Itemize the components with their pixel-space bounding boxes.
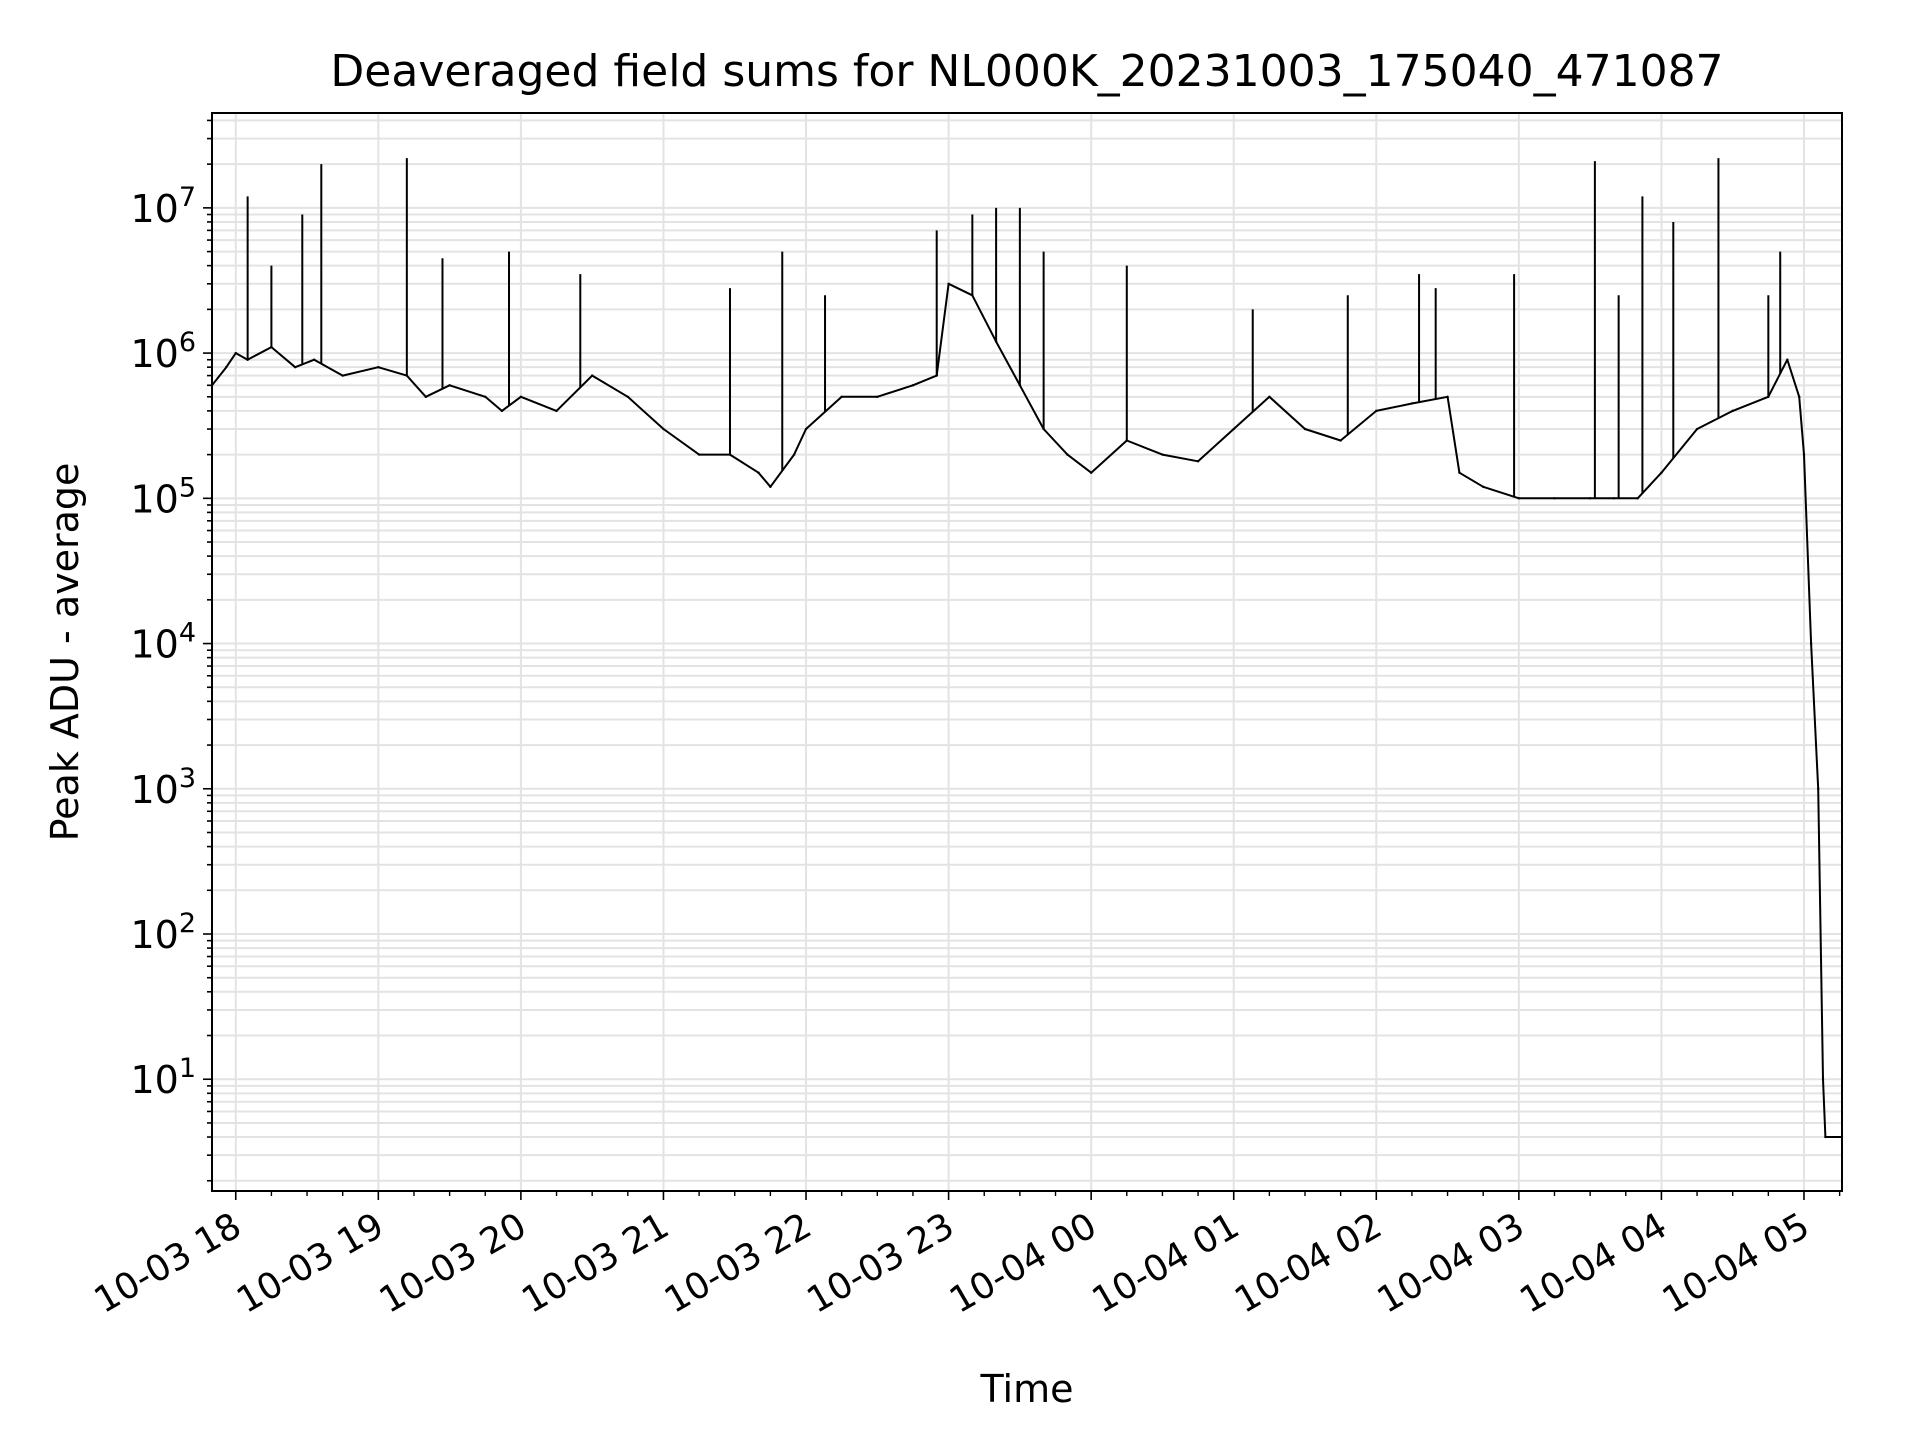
series-point bbox=[1798, 395, 1801, 399]
y-tick-label: 102 bbox=[130, 908, 196, 957]
y-tick-label: 103 bbox=[130, 763, 196, 812]
series-point bbox=[1817, 787, 1820, 790]
y-axis-label: Peak ADU - average bbox=[43, 463, 87, 842]
series-point bbox=[312, 358, 316, 361]
series-point bbox=[804, 427, 808, 431]
series-point bbox=[876, 395, 879, 399]
series-point bbox=[1802, 453, 1806, 456]
series-point bbox=[947, 282, 950, 286]
series-point bbox=[1089, 471, 1093, 474]
series-point bbox=[1824, 1135, 1827, 1139]
y-tick-label: 105 bbox=[130, 472, 196, 521]
series-point bbox=[1410, 402, 1414, 405]
chart-title: Deaveraged field sums for NL000K_2023100… bbox=[330, 46, 1723, 97]
series-point bbox=[1303, 427, 1307, 431]
series-point bbox=[662, 427, 665, 431]
series-point bbox=[1612, 497, 1616, 500]
y-tick-label: 107 bbox=[130, 182, 196, 231]
plot-frame bbox=[211, 112, 1843, 1192]
series-point bbox=[1196, 460, 1200, 463]
series-point bbox=[1458, 471, 1461, 474]
series-point bbox=[424, 395, 428, 399]
grid bbox=[212, 113, 1842, 1191]
series-point bbox=[757, 471, 760, 474]
series-point bbox=[1268, 395, 1271, 399]
series-point bbox=[1660, 471, 1663, 474]
series-point bbox=[840, 395, 843, 399]
series-point bbox=[341, 374, 344, 377]
series-point bbox=[500, 409, 504, 413]
series-point bbox=[697, 453, 701, 456]
series-point bbox=[1161, 453, 1164, 456]
x-axis-label: Time bbox=[980, 1367, 1074, 1411]
series-point bbox=[1588, 497, 1592, 500]
series-point bbox=[1821, 1078, 1825, 1081]
series-point bbox=[1636, 497, 1639, 500]
series-point bbox=[1517, 497, 1521, 500]
series-point bbox=[1446, 395, 1449, 399]
series-point bbox=[1066, 453, 1069, 456]
y-tick-label: 106 bbox=[130, 327, 196, 376]
series-point bbox=[293, 365, 297, 369]
series-point bbox=[1695, 427, 1699, 431]
series-point bbox=[626, 395, 630, 399]
series-point bbox=[448, 384, 451, 387]
series-point bbox=[1482, 485, 1485, 489]
series-point bbox=[555, 409, 558, 413]
series-point bbox=[1786, 358, 1789, 361]
series-point bbox=[1339, 439, 1342, 442]
series-point bbox=[484, 395, 487, 399]
series-point bbox=[1232, 427, 1235, 431]
series-point bbox=[911, 384, 915, 387]
series-point bbox=[225, 365, 228, 369]
series-point bbox=[377, 365, 380, 369]
series-point bbox=[519, 395, 523, 399]
series-point bbox=[792, 453, 796, 456]
series-point bbox=[234, 351, 237, 355]
series-point bbox=[1375, 409, 1378, 413]
plot-data bbox=[210, 158, 1844, 1139]
series-point bbox=[1809, 642, 1813, 645]
series-point bbox=[590, 374, 594, 377]
series-point bbox=[1731, 409, 1734, 413]
y-tick-label: 104 bbox=[130, 618, 196, 667]
series-point bbox=[1553, 497, 1556, 500]
y-tick-label: 101 bbox=[130, 1053, 196, 1102]
series-point bbox=[769, 485, 772, 489]
